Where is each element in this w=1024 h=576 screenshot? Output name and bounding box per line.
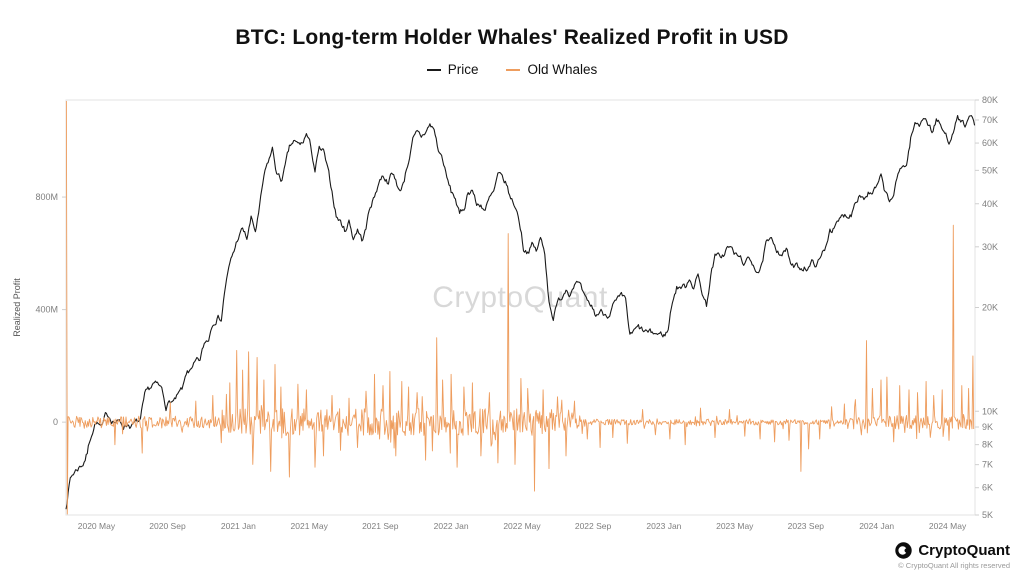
right-tick-label: 70K: [982, 115, 998, 125]
left-tick-label: 400M: [35, 305, 58, 315]
x-tick-label: 2021 Jan: [221, 521, 256, 531]
cryptoquant-logo-icon: [895, 542, 913, 559]
chart-legend: Price Old Whales: [0, 62, 1024, 77]
legend-label: Old Whales: [527, 62, 598, 77]
right-tick-label: 80K: [982, 95, 998, 105]
x-tick-label: 2020 May: [78, 521, 116, 531]
right-tick-label: 8K: [982, 440, 993, 450]
x-tick-label: 2022 May: [503, 521, 541, 531]
brand-name: CryptoQuant: [918, 542, 1010, 559]
legend-swatch: [506, 68, 521, 71]
x-tick-label: 2024 May: [929, 521, 967, 531]
right-tick-label: 60K: [982, 138, 998, 148]
right-tick-label: 10K: [982, 406, 998, 416]
left-axis-title: Realized Profit: [12, 278, 22, 337]
x-tick-label: 2023 Jan: [646, 521, 681, 531]
x-tick-label: 2024 Jan: [859, 521, 894, 531]
legend-label: Price: [447, 62, 479, 77]
copyright-text: © CryptoQuant All rights reserved: [898, 561, 1010, 570]
x-tick-label: 2021 May: [291, 521, 329, 531]
right-tick-label: 50K: [982, 165, 998, 175]
right-tick-label: 30K: [982, 242, 998, 252]
right-tick-label: 7K: [982, 460, 993, 470]
x-tick-label: 2021 Sep: [362, 521, 399, 531]
left-tick-label: 800M: [35, 192, 58, 202]
old-whales-line[interactable]: [65, 100, 975, 515]
right-tick-label: 20K: [982, 303, 998, 313]
right-tick-label: 6K: [982, 483, 993, 493]
chart-title: BTC: Long-term Holder Whales' Realized P…: [235, 26, 789, 49]
x-tick-label: 2020 Sep: [149, 521, 186, 531]
x-tick-label: 2022 Jan: [434, 521, 469, 531]
legend-swatch: [426, 68, 441, 71]
x-tick-label: 2023 Sep: [788, 521, 825, 531]
x-tick-label: 2022 Sep: [575, 521, 612, 531]
chart-footer: CryptoQuant © CryptoQuant All rights res…: [895, 542, 1010, 570]
left-tick-label: 0: [53, 417, 58, 427]
right-tick-label: 9K: [982, 422, 993, 432]
watermark: CryptoQuant: [432, 281, 608, 314]
right-tick-label: 40K: [982, 199, 998, 209]
legend-item-price[interactable]: Price: [426, 62, 479, 77]
price-line[interactable]: [65, 114, 976, 510]
legend-item-old-whales[interactable]: Old Whales: [506, 62, 597, 77]
brand-row: CryptoQuant: [895, 542, 1010, 559]
right-tick-label: 5K: [982, 510, 993, 520]
x-tick-label: 2023 May: [716, 521, 754, 531]
plot-border: [65, 99, 976, 516]
